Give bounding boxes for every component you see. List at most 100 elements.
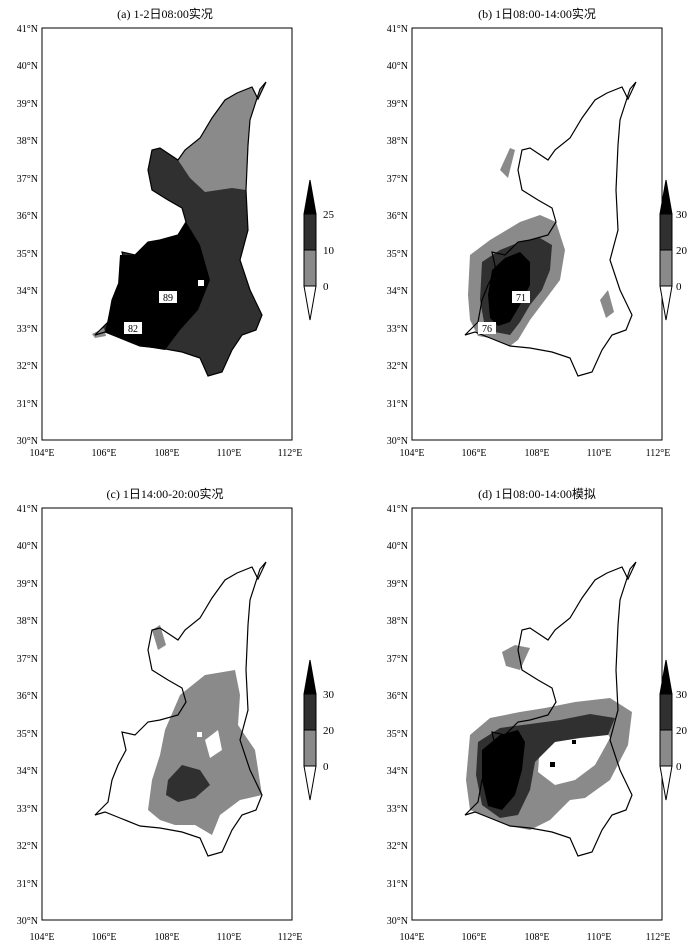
- x-tick: 110°E: [217, 448, 242, 459]
- light-sliver: [600, 290, 614, 318]
- y-tick: 32°N: [387, 361, 408, 372]
- y-tick: 34°N: [17, 766, 38, 777]
- station-label: 89: [159, 291, 177, 304]
- colorbar: 30 20 0: [659, 179, 688, 321]
- x-tick: 104°E: [399, 932, 424, 943]
- colorbar: 30 20 0: [303, 659, 335, 801]
- y-tick: 35°N: [387, 729, 408, 740]
- y-tick: 35°N: [387, 249, 408, 260]
- colorbar-label: 30: [676, 689, 688, 701]
- map-frame: [41, 27, 293, 441]
- x-tick: 112°E: [646, 932, 671, 943]
- y-tick: 40°N: [17, 61, 38, 72]
- x-tick: 112°E: [278, 932, 303, 943]
- x-tick: 106°E: [461, 932, 486, 943]
- colorbar-label: 0: [323, 761, 329, 773]
- colorbar-label: 0: [323, 281, 329, 293]
- y-tick: 30°N: [387, 436, 408, 447]
- y-axis: 41°N 40°N 39°N 38°N 37°N 36°N 35°N 34°N …: [387, 24, 408, 447]
- light-region: [178, 82, 266, 192]
- y-tick: 39°N: [17, 99, 38, 110]
- x-tick: 112°E: [646, 448, 671, 459]
- x-tick: 108°E: [524, 932, 549, 943]
- y-tick: 33°N: [17, 324, 38, 335]
- svg-text:82: 82: [128, 324, 138, 335]
- x-tick: 108°E: [154, 932, 179, 943]
- x-tick: 106°E: [461, 448, 486, 459]
- colorbar-label: 10: [323, 245, 335, 257]
- light-sliver: [502, 645, 530, 670]
- panel-a: (a) 1-2日08:00实况 89 82 41°N 40°N 39°N 38°…: [17, 6, 335, 459]
- x-tick: 110°E: [217, 932, 242, 943]
- y-tick: 41°N: [17, 24, 38, 35]
- y-tick: 36°N: [17, 691, 38, 702]
- svg-text:71: 71: [516, 293, 526, 304]
- x-tick: 104°E: [29, 448, 54, 459]
- y-tick: 37°N: [387, 654, 408, 665]
- y-tick: 38°N: [387, 136, 408, 147]
- colorbar: 25 10 0: [303, 179, 335, 321]
- colorbar-label: 20: [676, 245, 688, 257]
- y-tick: 33°N: [387, 804, 408, 815]
- precip-fill: [468, 148, 614, 346]
- y-tick: 41°N: [387, 504, 408, 515]
- y-tick: 41°N: [17, 504, 38, 515]
- y-tick: 31°N: [17, 879, 38, 890]
- y-tick: 40°N: [387, 61, 408, 72]
- colorbar: 30 20 0: [659, 659, 688, 801]
- y-tick: 36°N: [17, 211, 38, 222]
- colorbar-label: 0: [676, 761, 682, 773]
- white-hole: [205, 730, 222, 758]
- x-tick: 112°E: [278, 448, 303, 459]
- y-tick: 35°N: [17, 249, 38, 260]
- y-tick: 34°N: [387, 286, 408, 297]
- y-tick: 32°N: [387, 841, 408, 852]
- y-tick: 37°N: [17, 654, 38, 665]
- x-axis: 104°E 106°E 108°E 110°E 112°E: [29, 932, 302, 943]
- x-tick: 110°E: [587, 932, 612, 943]
- station-label: 71: [512, 291, 530, 304]
- colorbar-label: 25: [323, 209, 335, 221]
- panel-title: (d) 1日08:00-14:00模拟: [478, 487, 596, 501]
- y-tick: 38°N: [17, 136, 38, 147]
- x-tick: 106°E: [91, 448, 116, 459]
- y-tick: 38°N: [387, 616, 408, 627]
- x-tick: 104°E: [399, 448, 424, 459]
- y-tick: 33°N: [17, 804, 38, 815]
- y-tick: 32°N: [17, 841, 38, 852]
- x-tick: 110°E: [587, 448, 612, 459]
- y-tick: 41°N: [387, 24, 408, 35]
- y-tick: 31°N: [17, 399, 38, 410]
- colorbar-label: 20: [676, 725, 688, 737]
- colorbar-label: 0: [676, 281, 682, 293]
- svg-text:76: 76: [482, 324, 492, 335]
- colorbar-label: 30: [676, 209, 688, 221]
- colorbar-label: 20: [323, 725, 335, 737]
- x-axis: 104°E 106°E 108°E 110°E 112°E: [399, 932, 670, 943]
- white-hole: [570, 790, 628, 820]
- x-tick: 106°E: [91, 932, 116, 943]
- light-sliver: [500, 148, 515, 178]
- y-tick: 40°N: [17, 541, 38, 552]
- y-tick: 39°N: [387, 579, 408, 590]
- precip-fill: [92, 82, 266, 376]
- y-tick: 35°N: [17, 729, 38, 740]
- y-tick: 34°N: [17, 286, 38, 297]
- y-tick: 37°N: [17, 174, 38, 185]
- y-tick: 37°N: [387, 174, 408, 185]
- svg-text:89: 89: [163, 293, 173, 304]
- panel-c: (c) 1日14:00-20:00实况 41°N 40°N 39°N 38°N …: [17, 486, 335, 943]
- y-tick: 31°N: [387, 399, 408, 410]
- dark-region: [105, 222, 210, 350]
- y-tick: 34°N: [387, 766, 408, 777]
- colorbar-label: 30: [323, 689, 335, 701]
- y-tick: 30°N: [17, 916, 38, 927]
- dark-region: [488, 252, 530, 326]
- y-tick: 38°N: [17, 616, 38, 627]
- y-tick: 36°N: [387, 691, 408, 702]
- y-axis: 41°N 40°N 39°N 38°N 37°N 36°N 35°N 34°N …: [387, 504, 408, 927]
- y-tick: 33°N: [387, 324, 408, 335]
- x-axis: 104°E 106°E 108°E 110°E 112°E: [399, 448, 670, 459]
- y-tick: 32°N: [17, 361, 38, 372]
